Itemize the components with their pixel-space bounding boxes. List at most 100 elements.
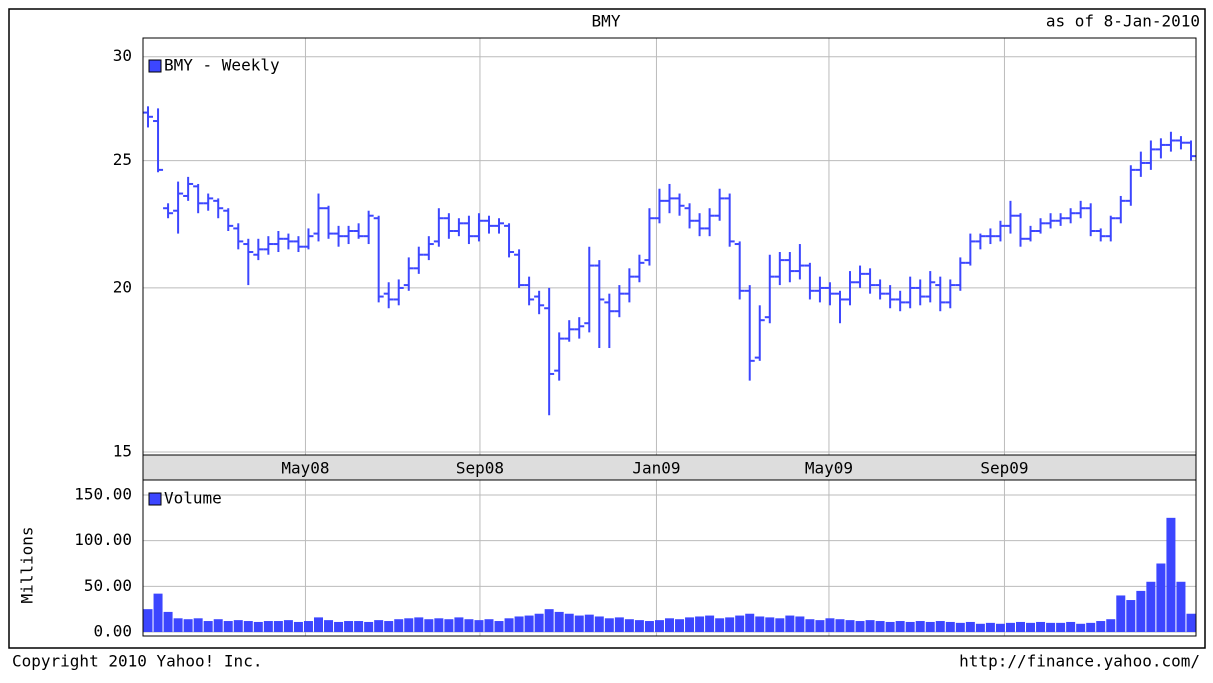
volume-bar (1016, 621, 1025, 632)
volume-bar (474, 620, 484, 632)
volume-bar (1186, 613, 1196, 632)
volume-bar (845, 620, 855, 632)
volume-bar (544, 609, 554, 632)
y-tick-label: 0.00 (93, 622, 132, 641)
volume-bar (293, 621, 303, 632)
copyright: Copyright 2010 Yahoo! Inc. (12, 652, 262, 671)
volume-bar (484, 619, 494, 632)
y-tick-label: 50.00 (84, 576, 132, 595)
volume-bar (394, 619, 404, 632)
volume-bar (745, 613, 755, 632)
volume-bar (995, 623, 1005, 632)
volume-bar (414, 617, 424, 632)
volume-bar (925, 621, 935, 632)
volume-bar (875, 621, 885, 632)
volume-bar (253, 621, 263, 632)
volume-bar (835, 619, 845, 632)
y-tick-label: 25 (113, 150, 132, 169)
volume-bar (1046, 622, 1056, 632)
volume-bar (514, 616, 524, 632)
x-tick-label: Sep09 (980, 459, 1028, 478)
volume-bar (975, 623, 985, 632)
x-tick-label: May09 (805, 459, 853, 478)
volume-bar (554, 611, 564, 632)
volume-bar (574, 615, 584, 632)
volume-bar (955, 622, 965, 632)
volume-bar (614, 617, 624, 632)
plot-frame (142, 37, 1197, 456)
volume-bar (504, 618, 514, 632)
volume-bar (283, 620, 293, 632)
volume-bar (695, 616, 705, 632)
as-of-date: as of 8-Jan-2010 (1046, 12, 1200, 31)
volume-bar (374, 620, 384, 632)
volume-bar (344, 621, 354, 632)
volume-bar (464, 619, 474, 632)
volume-bar (303, 621, 313, 632)
volume-bar (424, 619, 434, 632)
volume-bar (755, 616, 765, 632)
volume-bar (634, 620, 644, 632)
y-tick-label: 30 (113, 46, 132, 65)
y-tick-label: 100.00 (74, 530, 132, 549)
volume-bar (454, 617, 464, 632)
volume-bar (1136, 590, 1146, 632)
source-url: http://finance.yahoo.com/ (959, 652, 1200, 671)
volume-bar (1026, 622, 1036, 632)
volume-bar (324, 620, 334, 632)
volume-bar (905, 621, 915, 632)
volume-bar (654, 620, 664, 632)
volume-bar (434, 618, 444, 632)
volume-bar (1166, 517, 1176, 632)
volume-bar (354, 621, 364, 632)
y-axis-label: Millions (18, 526, 37, 603)
volume-bar (985, 622, 995, 632)
volume-bar (624, 619, 634, 632)
volume-bar (805, 619, 815, 632)
volume-bar (494, 621, 504, 632)
volume-bar (855, 621, 865, 632)
outer-frame (8, 8, 1206, 649)
volume-bar (233, 620, 243, 632)
volume-bar (444, 619, 454, 632)
x-tick-label: May08 (281, 459, 329, 478)
volume-bar (935, 621, 945, 632)
volume-bar (825, 618, 835, 632)
volume-bar (675, 619, 685, 632)
volume-bar (173, 618, 183, 632)
volume-bar (163, 611, 173, 632)
volume-bar (534, 613, 544, 632)
volume-bar (1005, 622, 1015, 632)
volume-bar (785, 615, 795, 632)
volume-bar (223, 621, 233, 632)
y-tick-label: 15 (113, 442, 132, 461)
volume-bar (1066, 621, 1076, 632)
volume-bar (1076, 623, 1086, 632)
volume-bar (364, 621, 374, 632)
volume-bar (564, 613, 574, 632)
volume-bar (524, 615, 534, 632)
volume-bar (815, 620, 825, 632)
volume-bar (715, 618, 725, 632)
y-tick-label: 20 (113, 277, 132, 296)
x-tick-label: Jan09 (632, 459, 680, 478)
volume-bar (685, 617, 695, 632)
volume-bar (1116, 595, 1126, 632)
volume-bar (384, 621, 394, 632)
volume-bar (273, 621, 283, 632)
volume-bar (153, 593, 163, 632)
volume-bar (334, 621, 344, 632)
volume-bar (1146, 581, 1156, 632)
volume-bar (895, 621, 905, 632)
plot-frame (142, 479, 1197, 637)
volume-bar (865, 620, 875, 632)
volume-bar (1056, 622, 1066, 632)
legend-swatch (148, 59, 162, 73)
y-tick-label: 150.00 (74, 485, 132, 504)
volume-bar (665, 618, 674, 632)
volume-bar (725, 617, 735, 632)
volume-bar (584, 614, 594, 632)
volume-bar (775, 618, 785, 632)
legend-label: Volume (164, 489, 222, 508)
